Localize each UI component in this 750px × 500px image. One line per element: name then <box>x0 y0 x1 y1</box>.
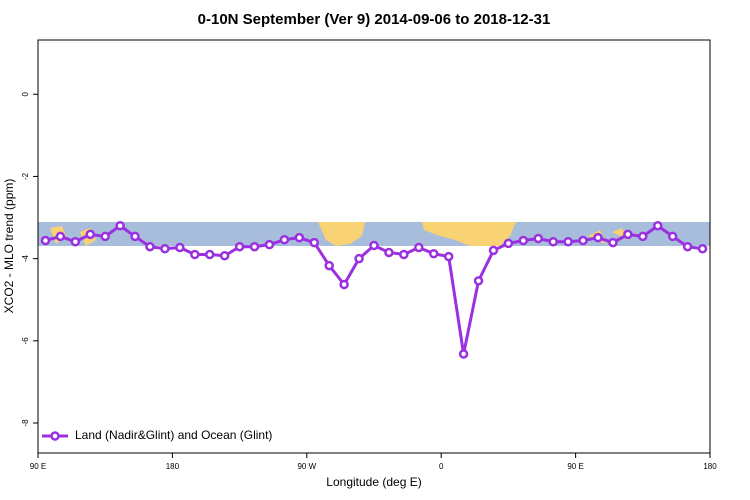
x-tick-label: 90 E <box>30 462 46 471</box>
data-point <box>623 229 633 240</box>
legend-label: Land (Nadir&Glint) and Ocean (Glint) <box>75 428 272 442</box>
data-point <box>667 231 678 242</box>
data-point <box>533 233 544 244</box>
x-axis-label: Longitude (deg E) <box>326 475 421 489</box>
data-point <box>458 349 469 359</box>
plot-frame <box>37 39 711 454</box>
legend-marker <box>50 431 60 441</box>
data-point <box>488 245 499 256</box>
data-point <box>115 220 125 231</box>
data-point <box>264 239 275 250</box>
y-tick-label: -4 <box>21 255 30 263</box>
data-point <box>324 260 334 271</box>
y-tick-label: 0 <box>21 91 30 96</box>
data-point <box>399 249 409 260</box>
chart-title: 0-10N September (Ver 9) 2014-09-06 to 20… <box>198 11 551 28</box>
data-point <box>234 241 245 252</box>
y-axis-label: XCO2 - MLO trend (ppm) <box>2 179 16 314</box>
data-point <box>443 251 454 262</box>
data-point <box>697 244 708 254</box>
data-point <box>593 232 603 243</box>
data-point <box>563 237 573 247</box>
data-point <box>608 237 618 248</box>
data-point <box>428 248 439 259</box>
x-tick-label: 180 <box>703 462 717 471</box>
data-point <box>503 238 514 249</box>
x-tick-label: 180 <box>166 462 180 471</box>
data-point <box>638 231 648 242</box>
y-tick-label: -6 <box>21 337 30 345</box>
x-tick-label: 90 W <box>297 462 316 471</box>
x-tick-label: 90 E <box>567 462 583 471</box>
y-tick-label: -2 <box>21 172 30 180</box>
data-point <box>279 234 290 245</box>
data-point <box>369 240 379 251</box>
data-point <box>652 220 663 231</box>
data-point <box>100 231 110 242</box>
data-point <box>130 231 140 242</box>
data-point <box>518 235 529 246</box>
data-point <box>309 237 320 248</box>
data-point <box>249 241 260 252</box>
data-point <box>160 244 170 254</box>
x-tick-label: 0 <box>439 462 444 471</box>
data-point <box>473 276 484 286</box>
data-point <box>384 247 394 258</box>
data-point <box>40 235 51 246</box>
data-point <box>145 241 155 252</box>
data-point <box>204 249 215 260</box>
data-point <box>578 235 588 246</box>
data-point <box>414 242 424 253</box>
data-point <box>548 237 558 247</box>
data-point <box>354 253 364 264</box>
data-point <box>70 237 81 247</box>
data-point <box>85 229 96 240</box>
data-point <box>190 249 200 260</box>
data-point <box>55 231 66 242</box>
data-point <box>294 232 305 243</box>
data-point <box>219 250 230 261</box>
data-point <box>682 241 693 252</box>
data-point <box>339 279 349 290</box>
data-point <box>175 242 185 253</box>
y-tick-label: -8 <box>21 419 30 427</box>
